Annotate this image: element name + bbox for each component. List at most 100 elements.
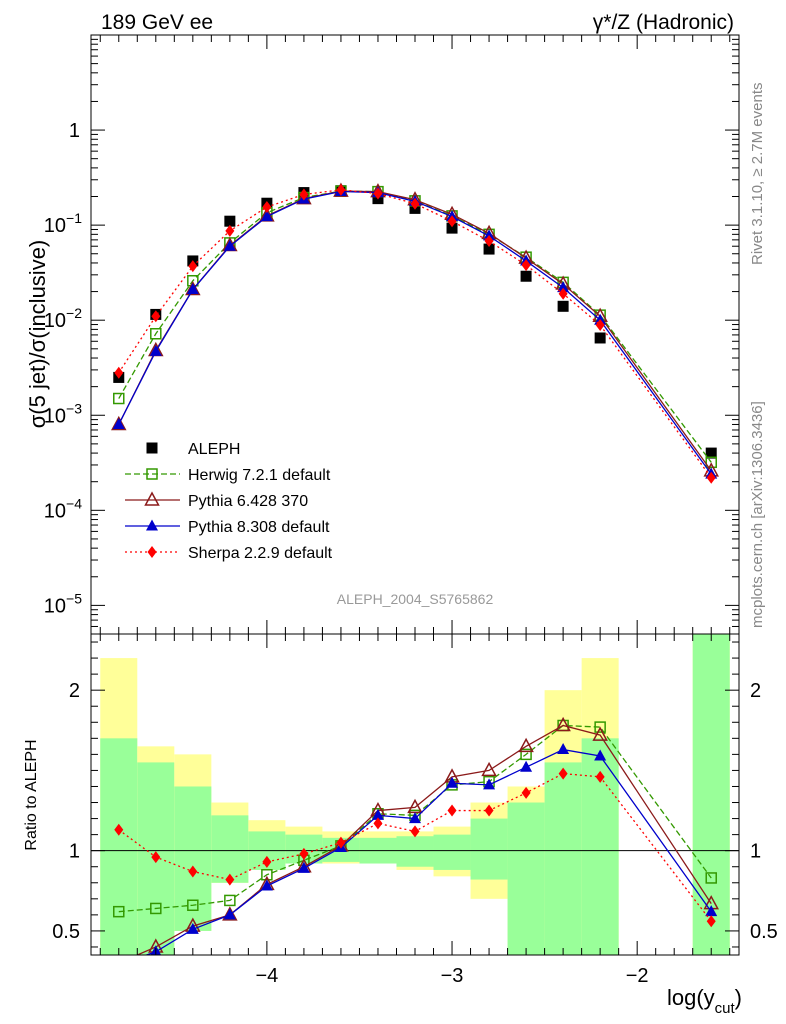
watermark-label: ALEPH_2004_S5765862 xyxy=(337,591,494,607)
main-point-pythia8 xyxy=(186,283,199,295)
main-point-sherpa xyxy=(114,366,124,379)
legend-marker xyxy=(146,468,158,480)
main-point-data xyxy=(224,215,236,227)
legend-entry-pythia6: Pythia 6.428 370 xyxy=(125,491,308,510)
main-series-line-pythia6 xyxy=(118,190,712,472)
ratio-band-inner xyxy=(581,738,619,955)
ratio-point-herwig xyxy=(224,894,236,907)
legend-entry-sherpa: Sherpa 2.2.9 default xyxy=(125,545,333,562)
ratio-y-tick-label-right: 0.5 xyxy=(750,921,778,943)
main-point-sherpa xyxy=(262,201,272,214)
ratio-band-inner xyxy=(544,762,582,955)
ratio-point-herwig xyxy=(150,902,162,915)
main-series-line-sherpa xyxy=(118,189,712,479)
ratio-band-inner xyxy=(100,738,138,955)
ratio-band-inner xyxy=(692,634,730,955)
ratio-point-pythia8 xyxy=(705,905,718,917)
ratio-point-sherpa xyxy=(299,847,309,860)
ratio-band-inner xyxy=(211,815,249,883)
x-tick-label: −4 xyxy=(255,965,278,987)
ratio-point-sherpa xyxy=(262,855,272,868)
ratio-band-inner xyxy=(507,802,545,955)
x-tick-label: −3 xyxy=(441,965,464,987)
main-point-sherpa xyxy=(336,183,346,196)
ratio-band-inner xyxy=(174,786,212,931)
main-point-herwig xyxy=(150,328,162,340)
ratio-band-inner xyxy=(433,834,471,870)
legend-label: Sherpa 2.2.9 default xyxy=(188,545,333,562)
ratio-point-pythia8 xyxy=(409,812,421,824)
main-point-pythia8 xyxy=(260,210,273,222)
ratio-point-sherpa xyxy=(410,825,420,838)
ratio-point-sherpa xyxy=(151,851,161,864)
ratio-point-sherpa xyxy=(447,804,457,817)
main-y-tick-label: 10−3 xyxy=(44,400,82,427)
main-y-tick-label: 10−1 xyxy=(44,210,82,237)
main-point-pythia8 xyxy=(557,281,570,293)
main-point-pythia8 xyxy=(149,344,162,356)
ratio-y-tick-label-left: 1 xyxy=(69,841,80,863)
ratio-point-herwig xyxy=(187,899,199,911)
main-series-line-pythia8 xyxy=(118,190,712,475)
main-point-sherpa xyxy=(558,287,568,300)
ratio-point-sherpa xyxy=(114,823,124,836)
main-point-herwig xyxy=(705,456,717,469)
main-point-pythia8 xyxy=(112,417,125,429)
main-point-data xyxy=(594,332,606,344)
main-point-sherpa xyxy=(410,197,420,210)
ratio-point-pythia8 xyxy=(557,743,570,755)
ratio-y-axis-label: Ratio to ALEPH xyxy=(23,739,40,850)
main-point-sherpa xyxy=(447,215,457,228)
main-point-sherpa xyxy=(151,310,161,323)
ratio-point-sherpa xyxy=(336,836,346,849)
ratio-band-inner xyxy=(396,836,434,867)
main-panel: 10−5 10−4 10−3 10−2 10−1 1 σ(5 jet)/σ(inclusi… xyxy=(25,34,740,635)
ratio-point-pythia8 xyxy=(594,749,607,761)
ratio-point-pythia8 xyxy=(223,908,236,920)
legend-label: Pythia 6.428 370 xyxy=(188,493,308,510)
ratio-point-pythia6 xyxy=(592,726,608,741)
main-point-sherpa xyxy=(521,259,531,272)
ratio-y-tick-label-left: 0.5 xyxy=(52,921,80,943)
legend: ALEPH Herwig 7.2.1 default Pythia 6.428 37… xyxy=(125,441,333,562)
ratio-point-sherpa xyxy=(225,873,235,886)
main-y-tick-label: 10−2 xyxy=(44,305,82,332)
ratio-point-pythia8 xyxy=(371,808,384,820)
ratio-point-herwig xyxy=(113,905,125,918)
ratio-panel: −4 −3 −2 0.5 0.5 1 1 2 2 Ratio to ALEPH log(ycut… xyxy=(23,633,778,1017)
main-point-sherpa xyxy=(373,187,383,200)
ratio-y-tick-label-right: 2 xyxy=(750,680,761,702)
legend-marker xyxy=(146,519,158,531)
ratio-point-sherpa xyxy=(706,915,716,928)
ratio-y-tick-label-right: 1 xyxy=(750,841,761,863)
main-point-herwig xyxy=(113,392,125,405)
mcplots-credit-label: mcplots.cern.ch [arXiv:1306.3436] xyxy=(749,401,766,628)
main-point-sherpa xyxy=(188,260,198,273)
ratio-series-line-herwig xyxy=(118,724,712,913)
main-y-tick-label: 10−4 xyxy=(44,495,82,522)
main-point-data xyxy=(483,243,495,255)
x-axis-label: log(ycut) xyxy=(667,985,742,1017)
ratio-band-inner xyxy=(470,818,508,880)
main-point-pythia8 xyxy=(223,239,236,251)
ratio-point-pythia8 xyxy=(520,760,533,772)
main-point-sherpa xyxy=(484,235,494,248)
main-point-pythia6 xyxy=(296,190,312,205)
x-tick-label: −2 xyxy=(626,965,649,987)
legend-entry-pythia8: Pythia 8.308 default xyxy=(125,519,330,536)
header-right-label: γ*/Z (Hadronic) xyxy=(593,11,734,34)
ratio-point-pythia6 xyxy=(518,737,534,753)
main-point-data xyxy=(520,270,532,282)
ratio-point-pythia8 xyxy=(297,861,310,873)
main-point-sherpa xyxy=(299,188,309,201)
main-point-pythia6 xyxy=(111,415,127,431)
ratio-point-sherpa xyxy=(595,770,605,783)
main-point-data xyxy=(446,222,458,234)
main-point-pythia6 xyxy=(185,280,201,296)
legend-label: Pythia 8.308 default xyxy=(188,519,330,536)
legend-entry-herwig: Herwig 7.2.1 default xyxy=(125,467,331,484)
main-point-sherpa xyxy=(706,471,716,484)
ratio-point-pythia8 xyxy=(483,778,496,790)
header-left-label: 189 GeV ee xyxy=(101,11,213,34)
